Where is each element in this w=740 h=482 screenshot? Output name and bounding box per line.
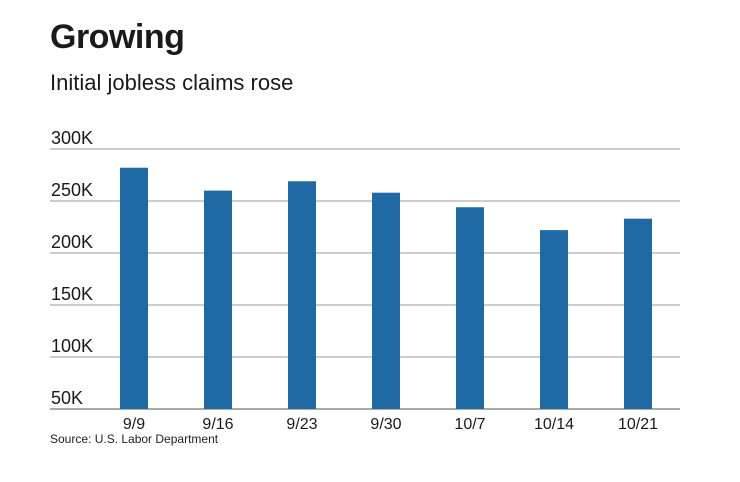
bar	[120, 167, 148, 409]
source-note: Source: U.S. Labor Department	[50, 432, 219, 446]
x-tick-label: 9/23	[286, 416, 317, 433]
x-tick-label: 10/21	[618, 416, 658, 433]
y-tick-label: 250K	[51, 180, 93, 200]
bar	[540, 230, 568, 409]
chart-subtitle: Initial jobless claims rose	[50, 70, 294, 95]
x-tick-labels: 9/9 9/16 9/23 9/30 10/7 10/14 10/21	[123, 416, 658, 433]
bar	[372, 192, 400, 409]
bar	[624, 218, 652, 409]
gridlines	[50, 148, 680, 410]
bar	[288, 181, 316, 409]
y-tick-labels: 300K 250K 200K 150K 100K 50K	[51, 128, 93, 408]
chart-title: Growing	[50, 18, 185, 56]
x-tick-label: 9/9	[123, 416, 145, 433]
y-tick-label: 150K	[51, 284, 93, 304]
x-tick-label: 10/7	[454, 416, 485, 433]
x-tick-label: 10/14	[534, 416, 574, 433]
y-tick-label: 50K	[51, 388, 83, 408]
x-tick-label: 9/16	[202, 416, 233, 433]
y-tick-label: 100K	[51, 336, 93, 356]
y-tick-label: 200K	[51, 232, 93, 252]
bar	[204, 190, 232, 409]
bars	[120, 167, 652, 409]
bar	[456, 207, 484, 409]
x-tick-label: 9/30	[370, 416, 401, 433]
y-tick-label: 300K	[51, 128, 93, 148]
